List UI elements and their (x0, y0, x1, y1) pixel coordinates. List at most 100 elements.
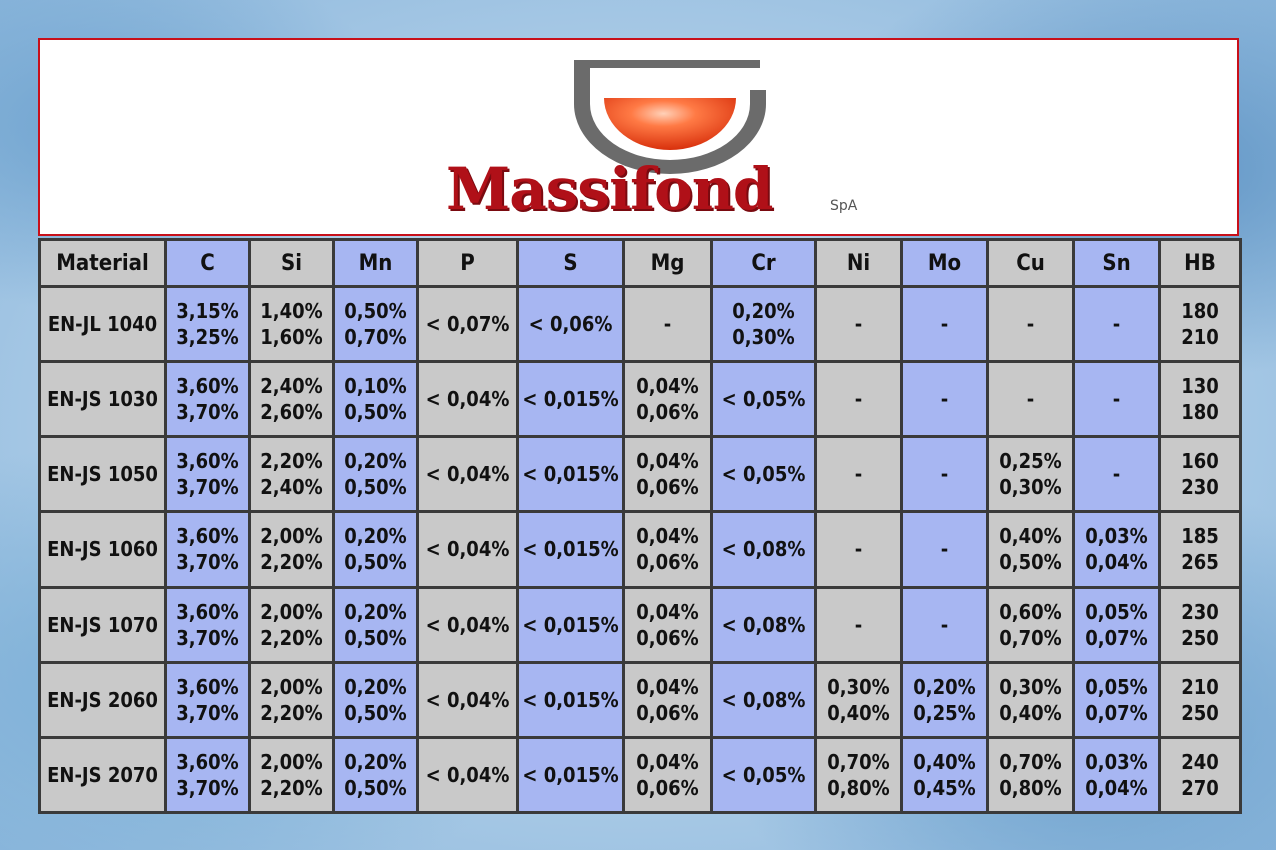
cell-value: 0,03% (1085, 524, 1148, 549)
table-cell: 240 270 (1158, 735, 1242, 815)
cell-value: 3,70% (176, 550, 239, 575)
table-cell: 3,60% 3,70% (164, 360, 251, 439)
cell-value: 180 (1181, 400, 1219, 425)
cell-value: 0,50% (344, 400, 407, 425)
table-cell: < 0,04% (416, 510, 519, 589)
cell-value: 0,70% (999, 625, 1062, 650)
table-cell: 130 180 (1158, 360, 1242, 439)
cell-value: 0,07% (1085, 700, 1148, 725)
column-header: Mn (332, 238, 419, 288)
cell-value: < 0,015% (522, 762, 619, 787)
cell-value: 2,20% (260, 449, 323, 474)
table-cell: 0,20% 0,50% (332, 435, 419, 514)
cell-value: < 0,04% (425, 387, 510, 412)
cell-value: 160 (1181, 449, 1219, 474)
cell-value: 0,03% (1085, 749, 1148, 774)
cell-value: < 0,05% (721, 762, 806, 787)
cell-value: - (854, 462, 863, 487)
table-cell: < 0,04% (416, 360, 519, 439)
table-cell: 0,25% 0,30% (986, 435, 1075, 514)
composition-table: Material C Si Mn P S Mg Cr Ni Mo Cu Sn HB EN-JL 1040… (38, 238, 1242, 815)
cell-value: - (1026, 312, 1035, 337)
cell-value: 2,00% (260, 599, 323, 624)
table-row: EN-JS 2060 3,60% 3,70% 2,00% 2,20% 0,20% 0,50%… (38, 660, 1242, 739)
cell-value: 0,25% (999, 449, 1062, 474)
table-cell: 0,20% 0,50% (332, 510, 419, 589)
cell-value: < 0,08% (721, 687, 806, 712)
table-cell: - (814, 284, 903, 364)
table-cell: - (622, 284, 713, 364)
cell-value: < 0,015% (522, 462, 619, 487)
table-cell: - (814, 360, 903, 439)
cell-value: 130 (1181, 374, 1219, 399)
table-cell: < 0,08% (710, 585, 817, 664)
cell-value: - (940, 462, 949, 487)
cell-value: 265 (1181, 550, 1219, 575)
table-row: EN-JS 1030 3,60% 3,70% 2,40% 2,60% 0,10% 0,50%… (38, 360, 1242, 439)
cell-value: 0,25% (913, 700, 976, 725)
cell-value: 0,04% (636, 674, 699, 699)
crucible-logo-icon (574, 60, 766, 174)
cell-value: 230 (1181, 475, 1219, 500)
table-cell: 0,20% 0,50% (332, 660, 419, 739)
cell-value: - (854, 312, 863, 337)
cell-value: 3,70% (176, 400, 239, 425)
cell-value: 3,60% (176, 599, 239, 624)
cell-value: 3,60% (176, 749, 239, 774)
material-name: EN-JS 1050 (38, 435, 167, 514)
table-cell: 2,00% 2,20% (248, 510, 335, 589)
table-cell: 3,15% 3,25% (164, 284, 251, 364)
table-cell: 2,00% 2,20% (248, 585, 335, 664)
cell-value: 3,60% (176, 524, 239, 549)
cell-value: 0,30% (999, 475, 1062, 500)
cell-value: - (1026, 387, 1035, 412)
cell-value: < 0,04% (425, 537, 510, 562)
cell-value: - (940, 312, 949, 337)
cell-value: 0,20% (732, 299, 795, 324)
cell-value: 1,40% (260, 299, 323, 324)
column-header: Cr (710, 238, 817, 288)
table-cell: 0,20% 0,50% (332, 585, 419, 664)
logo-banner: Massifond SpA (38, 38, 1239, 236)
table-cell: 0,05% 0,07% (1072, 585, 1161, 664)
cell-value: 0,06% (636, 550, 699, 575)
table-cell: 185 265 (1158, 510, 1242, 589)
cell-value: 230 (1181, 599, 1219, 624)
cell-value: 1,60% (260, 325, 323, 350)
cell-value: 0,30% (732, 325, 795, 350)
cell-value: 3,60% (176, 674, 239, 699)
table-cell: 0,60% 0,70% (986, 585, 1075, 664)
cell-value: 3,70% (176, 625, 239, 650)
cell-value: 210 (1181, 674, 1219, 699)
table-cell: - (814, 585, 903, 664)
table-cell: - (814, 510, 903, 589)
table-cell: < 0,015% (516, 435, 625, 514)
cell-value: - (854, 612, 863, 637)
cell-value: 3,60% (176, 449, 239, 474)
table-cell: < 0,04% (416, 660, 519, 739)
cell-value: 2,20% (260, 775, 323, 800)
cell-value: < 0,07% (425, 312, 510, 337)
cell-value: - (940, 387, 949, 412)
cell-value: 0,04% (1085, 550, 1148, 575)
cell-value: 0,50% (344, 625, 407, 650)
table-cell: - (1072, 284, 1161, 364)
cell-value: 0,40% (827, 700, 890, 725)
table-cell: 230 250 (1158, 585, 1242, 664)
table-cell: < 0,05% (710, 435, 817, 514)
cell-value: < 0,08% (721, 612, 806, 637)
table-cell: 3,60% 3,70% (164, 585, 251, 664)
table-cell: 160 230 (1158, 435, 1242, 514)
cell-value: 2,40% (260, 475, 323, 500)
cell-value: 0,45% (913, 775, 976, 800)
column-header: HB (1158, 238, 1242, 288)
cell-value: 2,20% (260, 700, 323, 725)
cell-value: 185 (1181, 524, 1219, 549)
cell-value: 250 (1181, 700, 1219, 725)
table-cell: - (900, 585, 989, 664)
material-name: EN-JL 1040 (38, 284, 167, 364)
table-cell: < 0,015% (516, 735, 625, 815)
cell-value: - (663, 312, 672, 337)
cell-value: 2,60% (260, 400, 323, 425)
